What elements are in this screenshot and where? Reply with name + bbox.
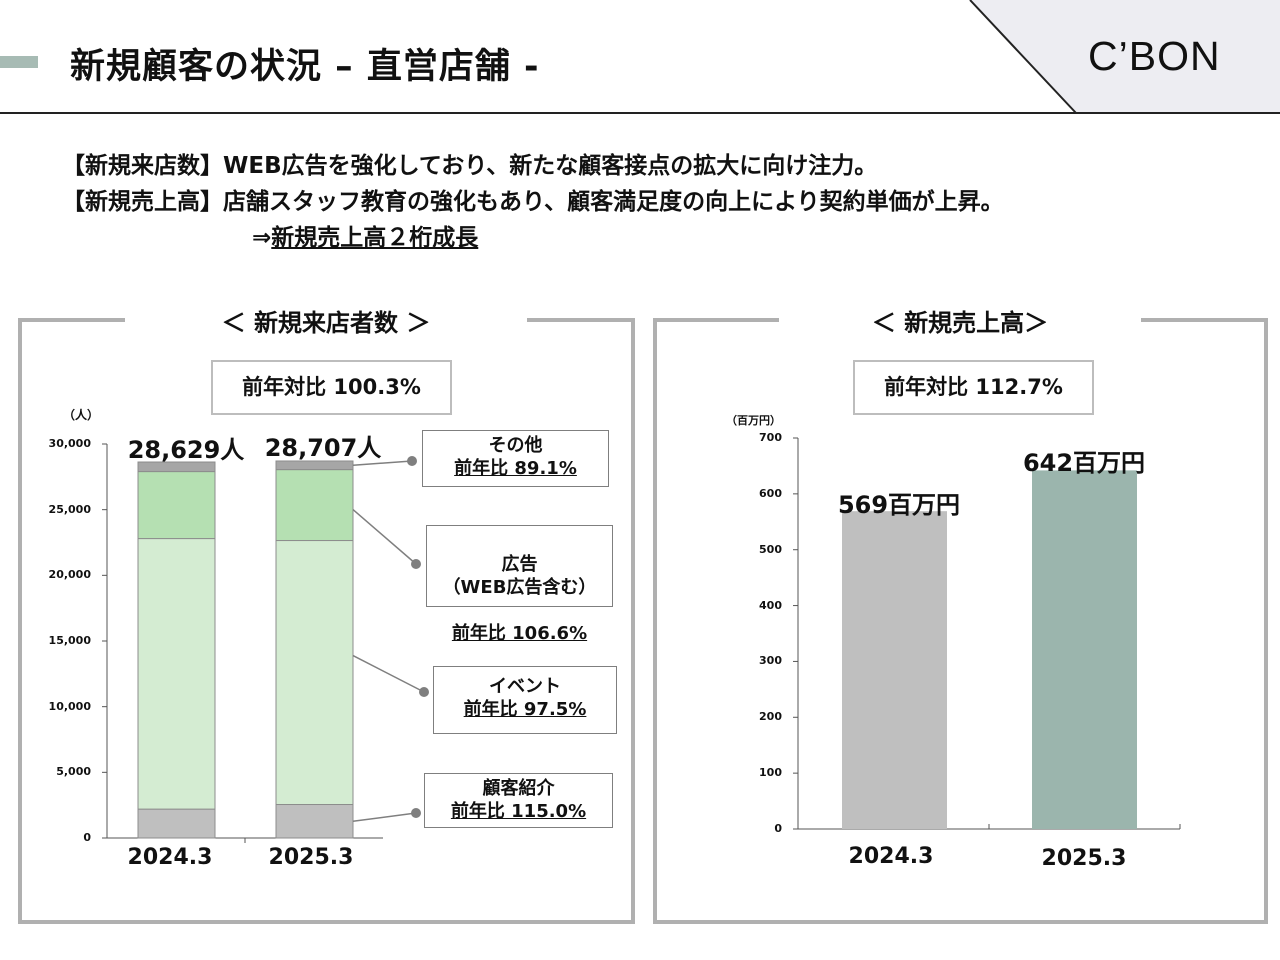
bar-segment-1-2024.3	[137, 538, 216, 810]
right-x-label-2025: 2025.3	[1041, 846, 1127, 871]
message-line-new-visitors: 【新規来店数】WEB広告を強化しており、新たな顧客接点の拡大に向け注力。	[62, 153, 878, 179]
total-label-2024: 28,629人	[127, 436, 245, 464]
right-y-tick-label: 500	[759, 542, 782, 556]
callout-referral-yoy: 前年比 115.0%	[450, 801, 587, 822]
right-yoy-box: 前年対比 112.7%	[853, 360, 1094, 415]
header-divider	[0, 112, 1280, 114]
callout-other: その他 前年比 89.1%	[422, 430, 609, 487]
callout-referral-name: 顧客紹介	[482, 778, 555, 799]
callout-event-yoy: 前年比 97.5%	[463, 699, 587, 720]
bar-segment-2-2024.3	[137, 471, 216, 540]
sales-bar-2024.3	[842, 511, 947, 829]
sales-label-2024: 569百万円	[837, 491, 961, 519]
leader-referral-line	[352, 812, 417, 822]
left-y-tick-label: 20,000	[48, 568, 91, 582]
left-y-tick-label: 15,000	[48, 634, 91, 647]
page-title: 新規顧客の状況 – 直営店舗 -	[70, 47, 540, 87]
right-y-tick-label: 700	[759, 431, 782, 444]
callout-advertising-yoy: 前年比 106.6%	[451, 623, 588, 644]
bar-segment-0-2024.3	[137, 808, 216, 839]
company-logo: C’BON	[1088, 33, 1221, 79]
sales-bar-2025.3	[1032, 470, 1137, 829]
left-panel-title: ＜ 新規来店者数 ＞	[221, 309, 431, 337]
leader-other-dot	[407, 456, 417, 466]
right-y-tick-label: 100	[759, 766, 782, 780]
message-line-new-sales: 【新規売上高】店舗スタッフ教育の強化もあり、顧客満足度の向上により契約単価が上昇…	[62, 189, 1004, 215]
total-label-2025: 28,707人	[264, 434, 382, 462]
left-y-tick-label: 10,000	[48, 699, 91, 713]
header-accent-bar	[0, 56, 38, 68]
callout-event-name: イベント	[489, 676, 561, 697]
leader-advertising-line	[352, 509, 417, 565]
left-y-tick-label: 5,000	[56, 765, 91, 779]
right-panel-title: ＜ 新規売上高＞	[871, 309, 1049, 337]
bar-segment-3-2025.3	[275, 460, 354, 471]
callout-advertising: 広告 （WEB広告含む） 前年比 106.6%	[426, 525, 613, 644]
right-unit-label: （百万円）	[726, 414, 781, 427]
right-y-tick-label: 300	[759, 654, 782, 668]
conclusion-text: 新規売上高２桁成長	[271, 225, 479, 251]
logo-panel	[969, 0, 1280, 114]
bar-segment-1-2025.3	[275, 540, 354, 806]
right-y-tick-label: 0	[774, 822, 782, 835]
callout-referral: 顧客紹介 前年比 115.0%	[424, 773, 613, 828]
callout-advertising-name: 広告 （WEB広告含む）	[442, 554, 597, 598]
leader-event-line	[352, 654, 425, 693]
right-x-label-2024: 2024.3	[848, 844, 934, 869]
arrow-symbol: ⇒	[252, 225, 272, 251]
right-y-tick-label: 200	[759, 710, 782, 724]
left-x-label-2025: 2025.3	[268, 845, 354, 870]
leader-advertising-dot	[411, 559, 421, 569]
left-y-tick-label: 0	[83, 831, 91, 844]
callout-other-yoy: 前年比 89.1%	[454, 458, 577, 479]
left-y-tick-label: 30,000	[48, 437, 91, 450]
message-line-conclusion: ⇒新規売上高２桁成長	[252, 218, 478, 252]
sales-label-2025: 642百万円	[1022, 449, 1146, 477]
left-y-tick-label: 25,000	[48, 502, 91, 516]
bar-segment-2-2025.3	[275, 469, 354, 542]
right-y-tick-label: 600	[759, 486, 782, 500]
right-y-tick-label: 400	[759, 598, 782, 612]
callout-other-name: その他	[488, 435, 543, 456]
left-x-label-2024: 2024.3	[127, 845, 213, 870]
bar-segment-3-2024.3	[137, 461, 216, 473]
leader-other-line	[352, 460, 413, 467]
left-unit-label: （人）	[63, 408, 100, 422]
leader-referral-dot	[411, 808, 421, 818]
leader-event-dot	[419, 687, 429, 697]
callout-event: イベント 前年比 97.5%	[433, 666, 617, 734]
left-yoy-box: 前年対比 100.3%	[211, 360, 452, 415]
